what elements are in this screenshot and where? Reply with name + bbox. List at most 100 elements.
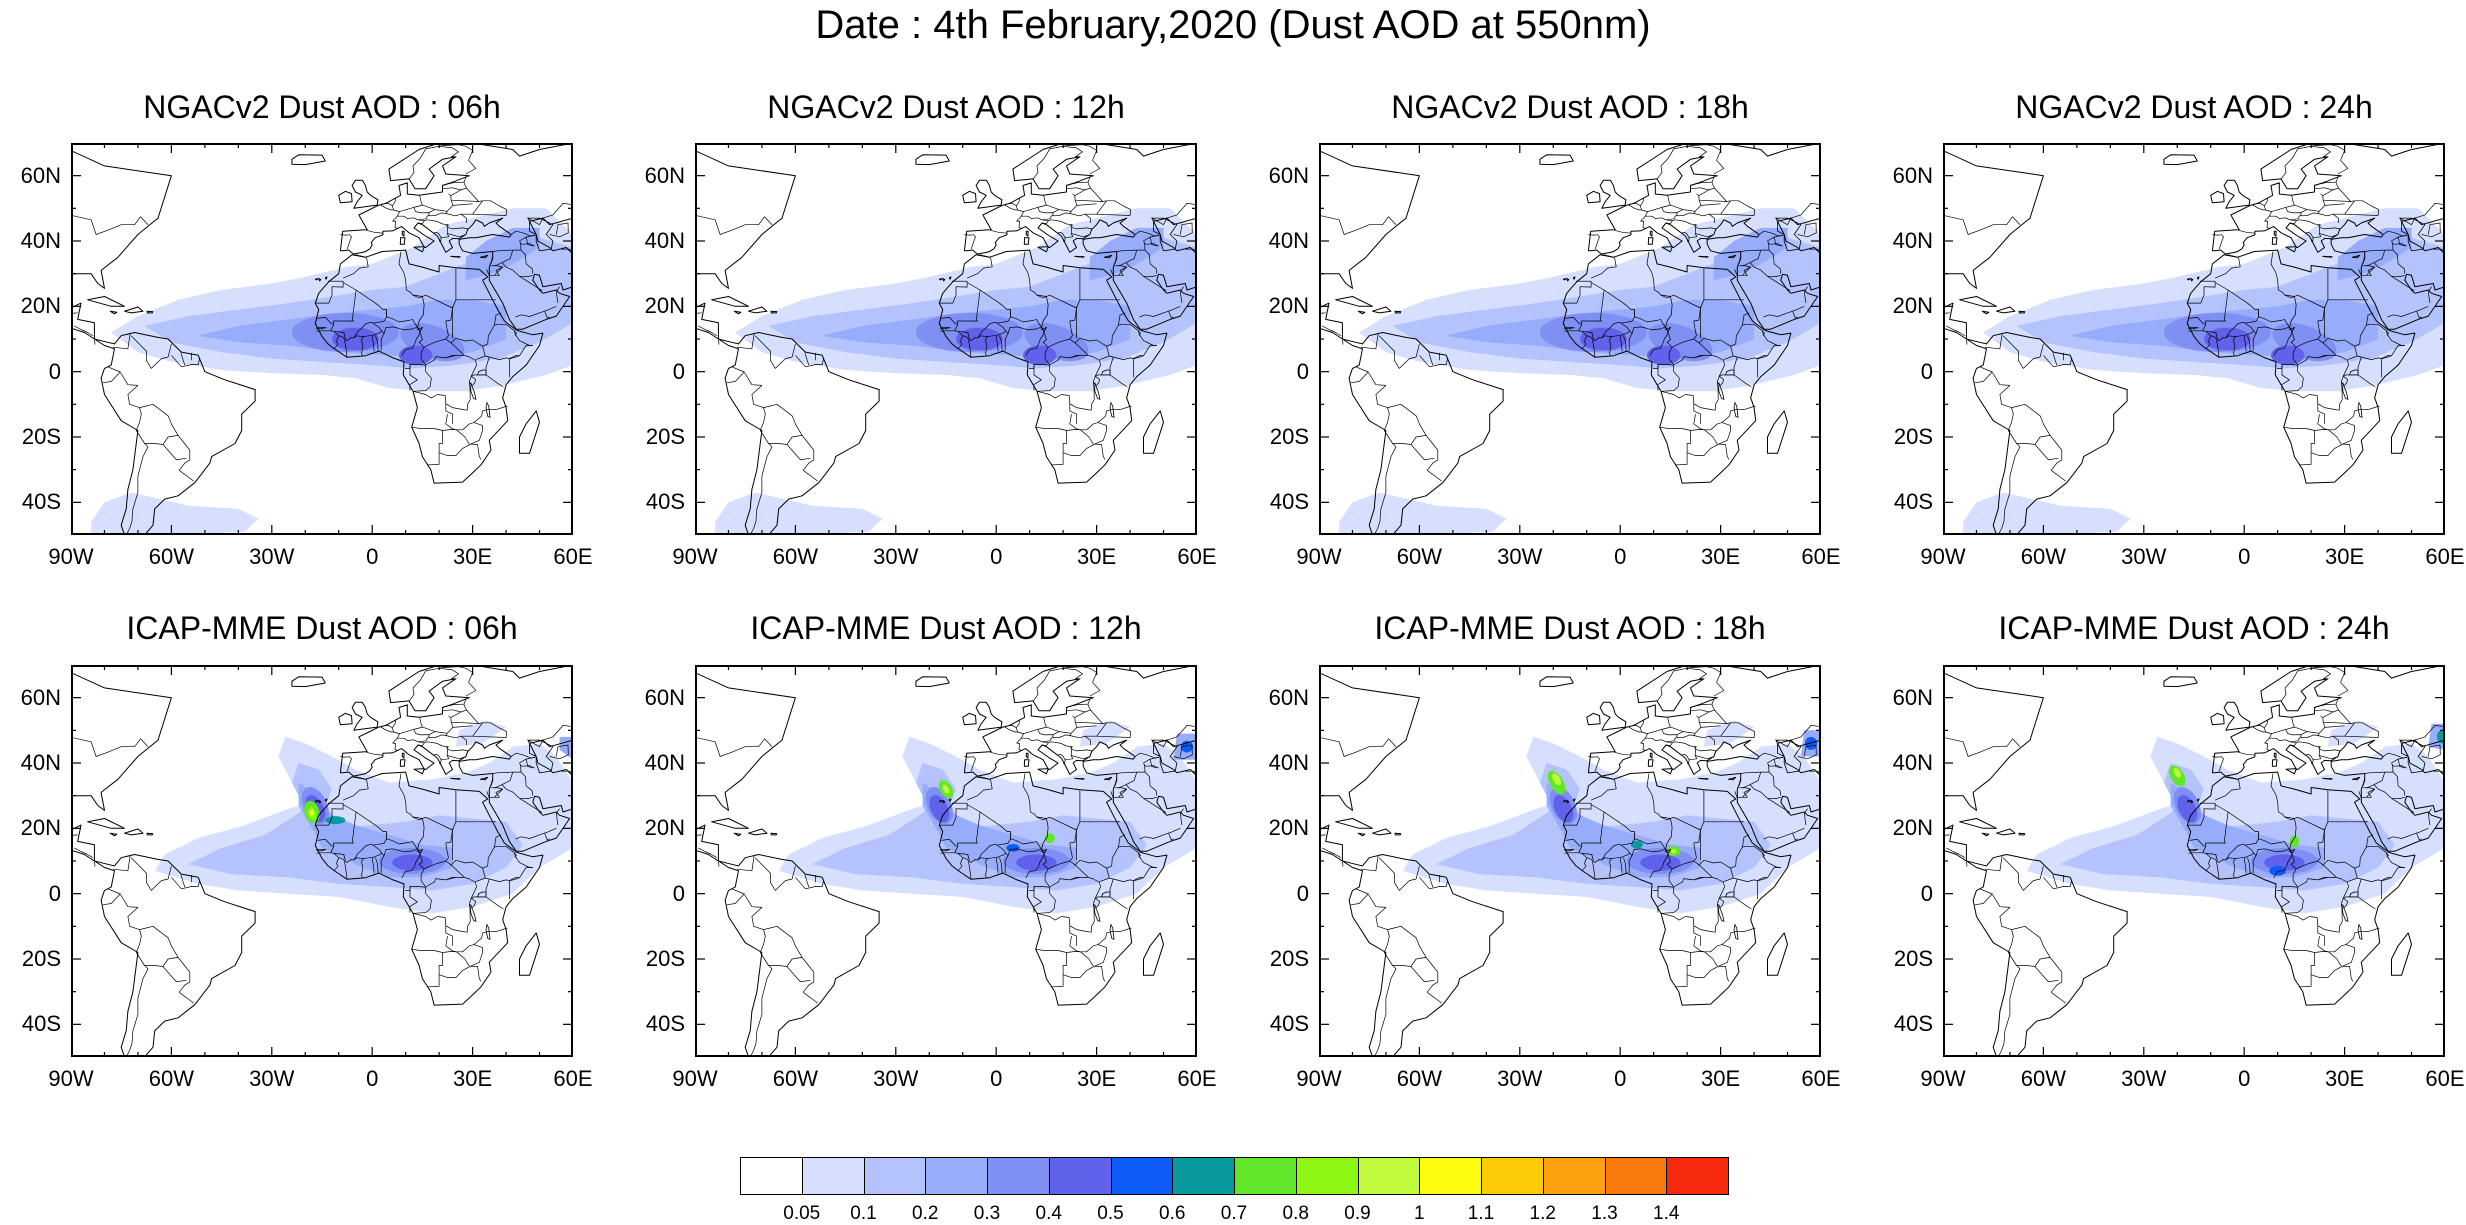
country-border: [1376, 385, 1389, 430]
lat-tick-label: 20S: [1239, 425, 1309, 449]
coastline: [352, 702, 378, 730]
country-border: [2051, 992, 2066, 1003]
country-border: [1699, 188, 1727, 201]
lat-tick-label: 40S: [1239, 1012, 1309, 1036]
lat-tick-label: 20N: [615, 294, 685, 318]
country-border: [427, 431, 442, 466]
lon-tick-label: 60W: [755, 1067, 835, 1091]
country-border: [427, 953, 442, 988]
country-border: [393, 216, 418, 221]
aod-contour-fill: [332, 328, 379, 351]
lon-tick-label: 30E: [433, 545, 513, 569]
lat-tick-label: 40N: [615, 229, 685, 253]
country-border: [1090, 668, 1100, 696]
aod-contour-fill: [2204, 328, 2251, 351]
country-border: [2338, 668, 2348, 696]
lon-tick-label: 60E: [2405, 1067, 2466, 1091]
lat-tick-label: 40S: [1863, 1012, 1933, 1036]
panel-title: NGACv2 Dust AOD : 12h: [655, 87, 1237, 127]
aod-contour-fill: [956, 328, 1003, 351]
country-border: [1687, 444, 1729, 459]
lat-tick-label: 0: [0, 360, 61, 384]
country-border: [1051, 431, 1066, 466]
coastline: [976, 180, 1002, 208]
country-border: [1042, 743, 1048, 746]
country-border: [418, 738, 430, 742]
lat-tick-label: 0: [1863, 360, 1933, 384]
lon-tick-label: 60E: [1157, 545, 1237, 569]
country-border: [1666, 742, 1697, 749]
country-border: [1017, 743, 1022, 751]
coastline: [400, 760, 405, 767]
country-border: [803, 992, 818, 1003]
country-border: [393, 738, 418, 743]
coastline: [2224, 702, 2250, 730]
lon-tick-label: 30E: [433, 1067, 513, 1091]
lat-tick-label: 20N: [1239, 816, 1309, 840]
country-border: [1063, 146, 1082, 156]
coastline: [2211, 191, 2224, 203]
country-border: [145, 435, 190, 470]
country-border: [1411, 967, 1435, 982]
country-border: [418, 220, 449, 227]
lat-tick-label: 0: [1239, 360, 1309, 384]
country-border: [1070, 921, 1095, 946]
aod-contour-fill: [1403, 737, 1821, 913]
country-border: [422, 716, 453, 733]
country-border: [1042, 742, 1073, 749]
country-border: [457, 430, 470, 444]
country-border: [74, 326, 93, 336]
country-border: [1070, 399, 1095, 424]
country-border: [443, 188, 461, 190]
dust-aod-map: [71, 665, 573, 1057]
country-border: [803, 470, 818, 481]
country-border: [1670, 716, 1701, 733]
country-border: [1037, 391, 1070, 403]
country-border: [1081, 430, 1094, 444]
coastline: [292, 677, 325, 687]
country-border: [2290, 221, 2296, 224]
coastline: [1395, 833, 1401, 835]
lon-tick-label: 30E: [1681, 545, 1761, 569]
country-border: [2302, 211, 2319, 216]
coastline: [1024, 760, 1029, 767]
country-border: [718, 862, 719, 867]
country-border: [71, 734, 148, 757]
country-border: [2017, 957, 2062, 992]
country-border: [2012, 404, 2051, 435]
country-border: [1067, 188, 1085, 190]
coastline: [125, 307, 144, 313]
country-border: [1691, 182, 1712, 185]
lon-tick-label: 30W: [856, 545, 936, 569]
aod-contour-fill: [779, 737, 1197, 913]
coastline: [1960, 819, 1997, 829]
country-border: [1678, 211, 1695, 216]
country-border: [1629, 205, 1648, 216]
country-border: [451, 188, 479, 201]
lat-tick-label: 0: [1863, 882, 1933, 906]
lat-tick-label: 40N: [615, 751, 685, 775]
lat-tick-label: 20S: [615, 425, 685, 449]
aod-contour-fill: [715, 493, 882, 536]
coastline: [88, 297, 125, 307]
lat-tick-label: 40N: [0, 229, 61, 253]
coastline: [771, 833, 777, 835]
country-border: [2000, 385, 2013, 430]
country-border: [128, 907, 141, 952]
dust-aod-map: [1319, 143, 1821, 535]
country-border: [381, 205, 400, 216]
country-border: [103, 372, 120, 383]
country-border: [1008, 203, 1017, 205]
coastline: [2019, 833, 2025, 835]
country-border: [1351, 372, 1368, 383]
lat-tick-label: 0: [1239, 882, 1309, 906]
country-border: [443, 182, 464, 185]
coastline: [1336, 819, 1373, 829]
country-border: [1042, 221, 1048, 224]
country-border: [2035, 967, 2059, 982]
country-border: [1063, 444, 1105, 459]
lat-tick-label: 20N: [1239, 294, 1309, 318]
lat-tick-label: 40S: [615, 490, 685, 514]
panel-title: ICAP-MME Dust AOD : 24h: [1903, 608, 2466, 648]
country-border: [2051, 470, 2066, 481]
